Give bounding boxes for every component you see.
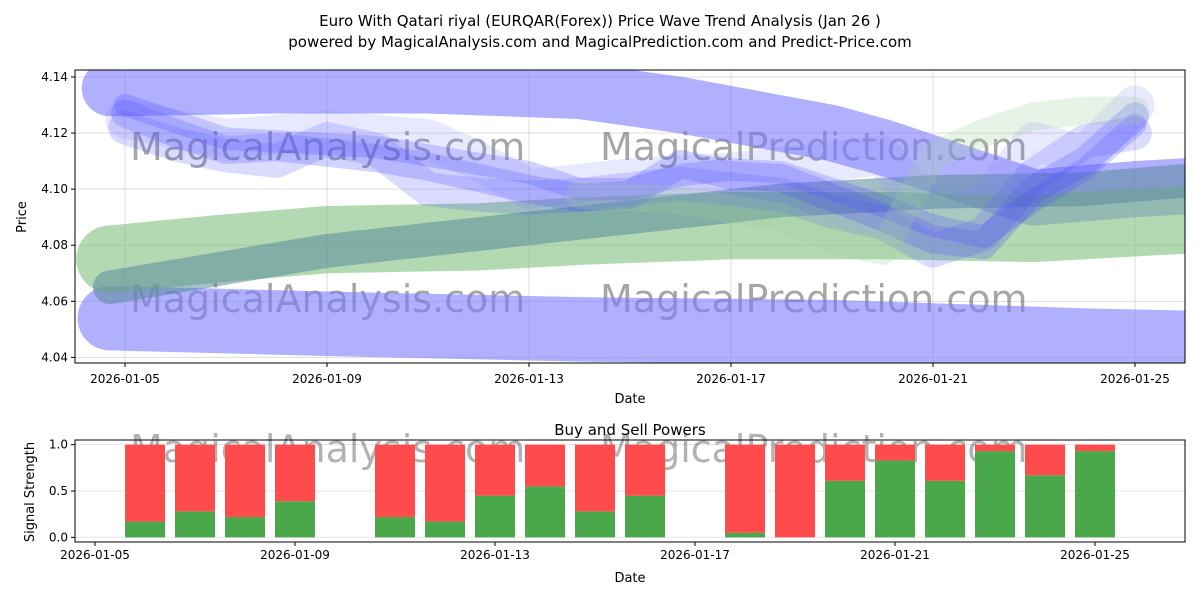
sell-bar (575, 444, 615, 512)
x-tick-label: 2026-01-17 (696, 372, 766, 386)
buy-bar (1025, 475, 1065, 538)
teal-band (93, 163, 1185, 305)
sell-bar (725, 444, 765, 533)
buy-bar (225, 516, 265, 538)
sell-bar (275, 444, 315, 502)
y-axis-label: Price (15, 201, 30, 233)
x-axis-label: Date (614, 392, 645, 407)
sell-bar (125, 444, 165, 522)
y-tick-label: 4.08 (41, 238, 68, 252)
x-tick-label: 2026-01-25 (1100, 372, 1170, 386)
y-tick-label: 4.04 (41, 350, 68, 364)
buy-bar (175, 511, 215, 538)
lower-blue-band (77, 285, 1185, 363)
y-tick-label: 4.12 (41, 126, 68, 140)
sell-bar (475, 444, 515, 496)
buy-bar (725, 532, 765, 538)
x-tick-label: 2026-01-21 (860, 548, 930, 562)
y-tick-label: 1.0 (49, 438, 68, 452)
wave-4 (105, 85, 1155, 237)
plot-frame (74, 439, 1186, 543)
y-tick-label: 4.06 (41, 294, 68, 308)
sell-bar (1075, 444, 1115, 452)
bar-chart-title: Buy and Sell Powers (554, 421, 706, 439)
wave-2 (110, 99, 1150, 260)
sell-bar (975, 444, 1015, 452)
sell-bar (925, 444, 965, 481)
plot-frame (74, 69, 1186, 364)
buy-bar (425, 521, 465, 538)
x-tick-label: 2026-01-21 (898, 372, 968, 386)
buy-bar (875, 460, 915, 538)
sell-bar (225, 444, 265, 517)
sell-bar (775, 444, 815, 538)
sell-bar (625, 444, 665, 496)
x-tick-label: 2026-01-25 (1060, 548, 1130, 562)
x-tick-label: 2026-01-13 (460, 548, 530, 562)
x-tick-label: 2026-01-05 (90, 372, 160, 386)
wave-5 (565, 96, 1150, 265)
watermark: MagicalAnalysis.com (130, 125, 525, 169)
sell-bar (425, 444, 465, 522)
sell-bar (825, 444, 865, 481)
y-tick-label: 4.10 (41, 182, 68, 196)
buy-bar (825, 480, 865, 538)
buy-bar (925, 480, 965, 538)
sell-bar (375, 444, 415, 517)
buy-bar (575, 511, 615, 538)
buy-bar (1075, 451, 1115, 538)
y-tick-label: 0.5 (49, 484, 68, 498)
buy-bar (125, 521, 165, 538)
wave-3 (108, 110, 1152, 268)
x-tick-label: 2026-01-09 (260, 548, 330, 562)
y-axis-label: Signal Strength (23, 442, 38, 542)
x-tick-label: 2026-01-09 (292, 372, 362, 386)
sell-bar (1025, 444, 1065, 476)
sell-bar (875, 444, 915, 461)
price-chart: 2026-01-05 2026-01-09 2026-01-13 2026-01-17… (15, 69, 1186, 407)
bands (76, 70, 1185, 363)
buy-bar (275, 501, 315, 538)
wave-1 (113, 93, 1147, 249)
buy-bar (525, 486, 565, 538)
x-tick-label: 2026-01-17 (660, 548, 730, 562)
x-axis-label: Date (614, 571, 645, 586)
x-tick-label: 2026-01-05 (60, 548, 130, 562)
sell-bar (175, 444, 215, 512)
x-tick-label: 2026-01-13 (494, 372, 564, 386)
chart-title: Euro With Qatari riyal (EURQAR(Forex)) P… (319, 12, 881, 30)
buy-bar (975, 451, 1015, 538)
chart-subtitle: powered by MagicalAnalysis.com and Magic… (288, 33, 912, 51)
y-tick-label: 0.0 (49, 530, 68, 544)
buy-bar (375, 516, 415, 538)
buy-bar (475, 495, 515, 538)
y-tick-label: 4.14 (41, 70, 68, 84)
buy-bar (625, 495, 665, 538)
sell-bar (525, 444, 565, 487)
